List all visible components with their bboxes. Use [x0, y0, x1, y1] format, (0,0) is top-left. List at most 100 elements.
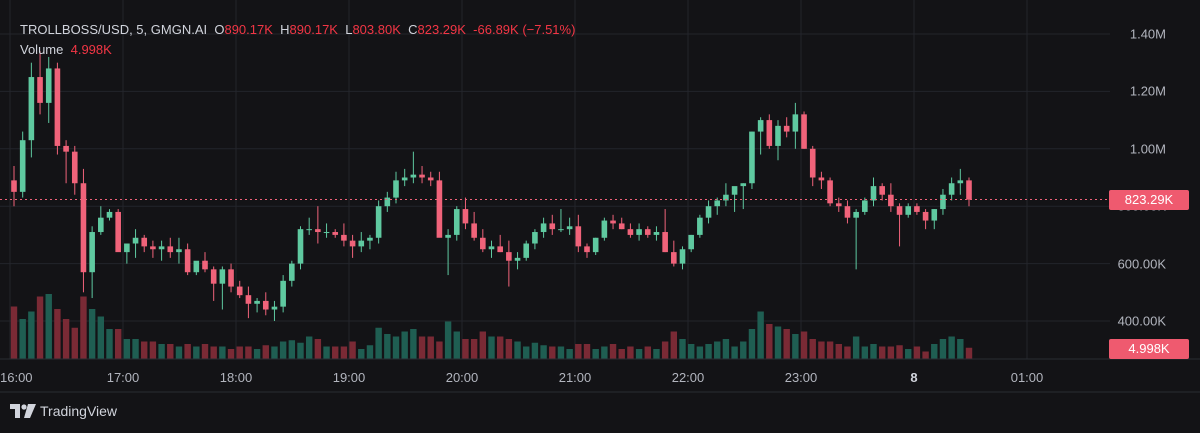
volume-bar: [479, 331, 487, 359]
candle-up: [445, 234, 451, 238]
candle-up: [601, 220, 608, 238]
candle-up: [940, 194, 946, 210]
volume-bar: [193, 346, 200, 359]
legend-close-value: 823.29K: [417, 22, 466, 37]
candle-up: [592, 237, 599, 253]
candle-up: [957, 180, 964, 184]
volume-bar: [253, 349, 261, 359]
candle-up: [28, 77, 35, 141]
candle-down: [809, 148, 816, 178]
legend-change: -66.89K (−7.51%): [473, 22, 576, 37]
volume-bar: [957, 339, 964, 359]
candle-down: [662, 232, 668, 253]
volume-bar: [401, 331, 408, 359]
volume-bar: [670, 331, 678, 359]
candle-down: [549, 223, 556, 230]
candle-up: [775, 125, 781, 146]
candle-down: [63, 145, 69, 152]
volume-bar: [97, 316, 105, 359]
candle-up: [289, 263, 295, 281]
candle-down: [966, 180, 972, 200]
price-tick-label: 600.00K: [1117, 256, 1166, 272]
volume-bar: [705, 344, 712, 359]
volume-bar: [896, 345, 903, 359]
volume-bar: [826, 341, 834, 359]
price-tick-label: 1.20M: [1129, 83, 1166, 99]
volume-bar: [418, 336, 426, 359]
candle-down: [888, 194, 894, 207]
volume-bar: [905, 349, 912, 359]
tradingview-brand[interactable]: TradingView: [10, 403, 117, 419]
volume-bar: [575, 344, 582, 359]
legend-low-value: 803.80K: [352, 22, 401, 37]
volume-label[interactable]: Volume: [20, 42, 64, 57]
candle-down: [462, 209, 469, 224]
candle-up: [367, 237, 373, 241]
volume-bar: [444, 321, 452, 359]
candle-up: [636, 229, 642, 235]
volume-bar: [531, 342, 539, 359]
candle-up: [106, 211, 113, 218]
volume-bar: [28, 311, 35, 359]
volume-bar: [123, 339, 131, 359]
candle-down: [627, 229, 634, 235]
legend-high-label: H: [280, 22, 290, 37]
volume-bar: [800, 331, 808, 359]
volume-bar: [792, 334, 799, 359]
candle-up: [792, 114, 799, 132]
volume-bar: [783, 329, 790, 359]
volume-bar: [366, 345, 374, 359]
candle-down: [471, 223, 477, 238]
volume-bar: [722, 339, 730, 359]
candle-up: [158, 246, 165, 250]
volume-bar: [661, 341, 669, 359]
candle-down: [610, 220, 616, 224]
candle-up: [124, 243, 130, 253]
candle-up: [176, 249, 182, 253]
candle-down: [618, 223, 625, 230]
candle-up: [757, 120, 764, 132]
volume-bar: [427, 336, 434, 359]
candle-up: [280, 280, 286, 307]
candle-up: [653, 232, 660, 235]
candle-down: [349, 240, 356, 247]
volume-bar: [305, 336, 313, 359]
candle-up: [410, 174, 417, 178]
volume-bar: [392, 336, 400, 359]
volume-bar: [358, 349, 365, 359]
candle-up: [306, 229, 312, 231]
volume-bar: [618, 349, 625, 359]
candle-up: [931, 209, 938, 221]
candle-down: [506, 252, 512, 261]
volume-bar: [653, 349, 660, 359]
time-tick-label: 19:00: [332, 370, 366, 385]
candle-down: [480, 237, 486, 250]
candle-up: [723, 194, 729, 201]
candle-down: [245, 295, 252, 304]
legend-symbol[interactable]: TROLLBOSS/USD, 5, GMGN.AI: [20, 22, 208, 37]
candle-down: [575, 226, 582, 247]
candle-down: [584, 246, 590, 253]
volume-bar: [410, 329, 417, 359]
volume-bar: [696, 346, 704, 359]
volume-bar: [71, 327, 78, 359]
candle-down: [671, 252, 677, 264]
last-price-badge: 823.29K: [1109, 189, 1189, 210]
candle-down: [210, 269, 217, 284]
candle-down: [71, 151, 78, 184]
volume-bar: [54, 309, 61, 359]
volume-bar: [227, 349, 235, 359]
candle-down: [228, 269, 234, 287]
volume-bar: [861, 346, 869, 359]
volume-bar: [184, 344, 191, 359]
candle-down: [150, 246, 156, 250]
volume-bar: [740, 341, 747, 359]
ohlc-legend: TROLLBOSS/USD, 5, GMGN.AI O890.17K H890.…: [20, 22, 575, 37]
volume-bar: [332, 346, 339, 359]
candle-down: [783, 125, 790, 132]
candle-up: [453, 209, 460, 235]
legend-high-value: 890.17K: [289, 22, 338, 37]
candle-up: [862, 200, 868, 212]
candle-down: [922, 211, 929, 221]
